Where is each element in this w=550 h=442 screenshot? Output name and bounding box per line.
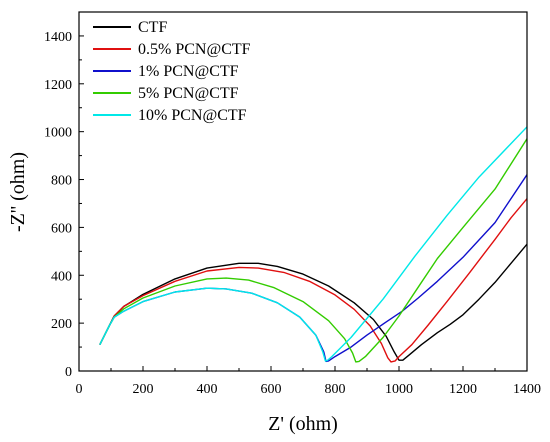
y-tick-label: 800 xyxy=(51,174,72,189)
y-tick-label: 0 xyxy=(65,365,72,380)
legend-label: 5% PCN@CTF xyxy=(138,85,239,102)
series-line-4 xyxy=(99,138,527,363)
legend-label: CTF xyxy=(138,19,167,36)
y-axis-title: -Z'' (ohm) xyxy=(7,152,29,232)
y-tick-label: 1000 xyxy=(44,126,72,141)
y-tick-label: 1400 xyxy=(44,30,72,45)
legend-label: 1% PCN@CTF xyxy=(138,63,239,80)
series-line-5 xyxy=(99,126,527,362)
x-tick-label: 1200 xyxy=(449,382,477,397)
legend: CTF 0.5% PCN@CTF 1% PCN@CTF 5% PCN@CTF 10% P… xyxy=(93,19,251,124)
legend-label: 10% PCN@CTF xyxy=(138,107,247,124)
series-line-2 xyxy=(99,198,527,363)
x-tick-label: 1400 xyxy=(513,382,541,397)
y-tick-label: 1200 xyxy=(44,78,72,93)
x-tick-label: 0 xyxy=(76,382,83,397)
y-tick-label: 400 xyxy=(51,269,72,284)
y-tick-label: 600 xyxy=(51,221,72,236)
series-line-1 xyxy=(99,243,527,361)
x-tick-label: 600 xyxy=(261,382,282,397)
legend-label: 0.5% PCN@CTF xyxy=(138,41,251,58)
x-tick-label: 200 xyxy=(133,382,154,397)
x-axis-title: Z' (ohm) xyxy=(268,413,338,435)
x-tick-label: 1000 xyxy=(385,382,413,397)
y-tick-label: 200 xyxy=(51,317,72,332)
x-tick-label: 400 xyxy=(197,382,218,397)
x-tick-label: 800 xyxy=(325,382,346,397)
